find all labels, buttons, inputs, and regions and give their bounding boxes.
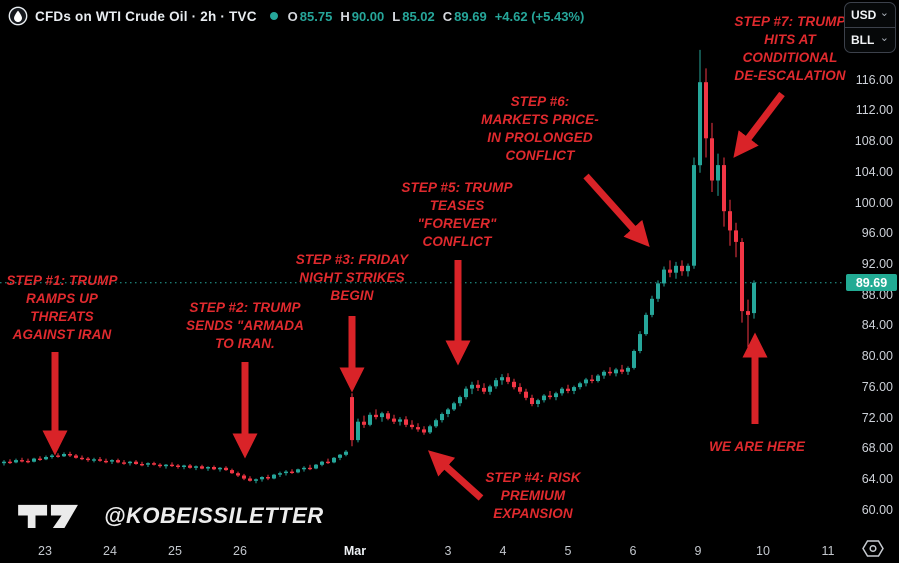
price-tick-label: 108.00 xyxy=(854,134,893,149)
ohlc-values: O 85.75 H 90.00 L 85.02 C 89.69 +4.62 (+… xyxy=(288,9,585,24)
market-status-dot-icon xyxy=(269,12,278,20)
time-tick-label: 9 xyxy=(694,544,702,558)
step4-annotation: STEP #4: RISK PREMIUM EXPANSION xyxy=(485,470,581,521)
unit-value: BLL xyxy=(851,33,875,47)
time-tick-label: 23 xyxy=(38,544,52,558)
price-tick-label: 64.00 xyxy=(861,472,893,487)
time-tick-label: 10 xyxy=(756,544,770,558)
time-tick-label: 6 xyxy=(629,544,637,558)
currency-value: USD xyxy=(851,8,877,22)
price-tick-label: 72.00 xyxy=(861,410,893,425)
chevron-down-icon: ⌄ xyxy=(879,32,889,44)
currency-dropdown[interactable]: USD ⌄ xyxy=(845,3,895,27)
chart-header: CFDs on WTI Crude Oil · 2h · TVC O 85.75… xyxy=(8,6,584,26)
step3-annotation: STEP #3: FRIDAY NIGHT STRIKES BEGIN xyxy=(295,252,409,303)
chevron-down-icon: ⌄ xyxy=(879,7,889,19)
watermark: @KOBEISSILETTER xyxy=(8,502,324,529)
tradingview-logo-icon xyxy=(8,502,90,529)
symbol-title[interactable]: CFDs on WTI Crude Oil · 2h · TVC xyxy=(35,8,257,24)
price-tick-label: 92.00 xyxy=(861,257,893,271)
unit-dropdown[interactable]: BLL ⌄ xyxy=(845,27,895,52)
price-tick-label: 96.00 xyxy=(861,226,893,241)
time-tick-label: Mar xyxy=(343,544,367,558)
price-tick-label: 88.00 xyxy=(861,287,893,302)
high-value: 90.00 xyxy=(351,8,385,24)
change-value: +4.62 (+5.43%) xyxy=(494,8,585,24)
axis-settings-icon[interactable] xyxy=(861,539,885,563)
price-tick-label: 76.00 xyxy=(861,379,893,394)
time-tick-label: 24 xyxy=(103,544,117,558)
time-tick-label: 5 xyxy=(564,544,572,558)
price-tick-label: 60.00 xyxy=(861,502,893,517)
unit-selector: USD ⌄ BLL ⌄ xyxy=(844,2,896,53)
price-tick-label: 112.00 xyxy=(855,103,893,118)
step7-annotation: STEP #7: TRUMP HITS AT CONDITIONAL DE-ES… xyxy=(734,14,846,83)
time-tick-label: 26 xyxy=(233,544,247,558)
price-tick-label: 84.00 xyxy=(861,318,893,333)
candlestick-chart[interactable] xyxy=(0,0,845,540)
time-tick-label: 4 xyxy=(499,544,507,558)
price-tick-label: 100.00 xyxy=(854,195,893,210)
low-label: L xyxy=(392,8,401,24)
price-tick-label: 80.00 xyxy=(861,349,893,364)
time-tick-label: 25 xyxy=(168,544,182,558)
step2-annotation: STEP #2: TRUMP SENDS "ARMADA TO IRAN. xyxy=(186,300,304,351)
open-value: 85.75 xyxy=(299,8,333,24)
step5-annotation: STEP #5: TRUMP TEASES "FOREVER" CONFLICT xyxy=(401,180,513,249)
close-value: 89.69 xyxy=(454,8,487,24)
price-tick-label: 116.00 xyxy=(855,72,893,87)
price-tick-label: 68.00 xyxy=(861,441,893,456)
open-label: O xyxy=(287,8,298,24)
time-tick-label: 11 xyxy=(821,544,835,558)
oil-drop-icon xyxy=(8,6,28,26)
time-tick-label: 3 xyxy=(444,544,452,558)
high-label: H xyxy=(340,8,350,24)
step6-annotation: STEP #6: MARKETS PRICE- IN PROLONGED CON… xyxy=(481,94,599,163)
step1-annotation: STEP #1: TRUMP RAMPS UP THREATS AGAINST … xyxy=(6,273,118,342)
watermark-handle: @KOBEISSILETTER xyxy=(104,502,324,528)
price-axis[interactable]: 116.00 112.00 108.00 104.00 100.00 96.00 92.00… xyxy=(845,0,899,540)
close-label: C xyxy=(442,8,453,24)
time-axis[interactable]: 23 24 25 26 Mar 3 4 5 6 9 10 11 xyxy=(0,540,845,563)
last-price-tag: 89.69 xyxy=(846,274,897,292)
we-are-here-annotation: WE ARE HERE xyxy=(709,439,805,454)
low-value: 85.02 xyxy=(402,8,435,24)
price-tick-label: 104.00 xyxy=(854,164,893,179)
